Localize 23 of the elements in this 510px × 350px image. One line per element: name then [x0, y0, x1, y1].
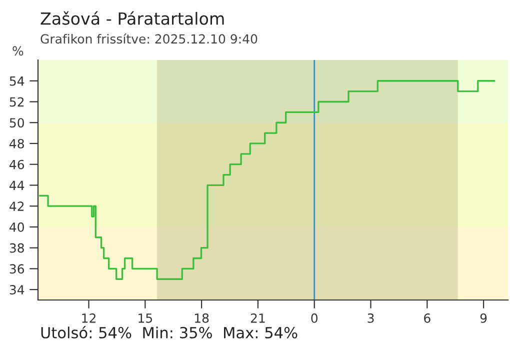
- y-tick-label: 36: [10, 264, 24, 274]
- y-tick-label: 46: [10, 160, 24, 170]
- y-tick-label: 42: [10, 202, 24, 211]
- text: Utolsó: 54% Min: 35% Max: 54%: [41, 326, 298, 338]
- chart-subtitle: Grafikon frissítve: 2025.12.10 9:40: [40, 33, 258, 44]
- y-tick-label: 54: [10, 76, 24, 86]
- x-tick-label: 15: [138, 314, 152, 323]
- y-tick-label: 48: [10, 138, 24, 148]
- y-tick-label: 44: [10, 180, 24, 190]
- x-tick-label: 21: [250, 313, 265, 323]
- y-axis-title: %: [12, 46, 24, 56]
- x-tick-label: 9: [480, 313, 487, 323]
- x-tick-label: 6: [424, 313, 430, 323]
- y-tick-label: 50: [10, 118, 24, 128]
- y-tick-label: 40: [10, 222, 24, 232]
- x-tick-label: 3: [368, 313, 374, 323]
- x-tick-label: 0: [311, 313, 318, 323]
- x-tick-label: 12: [82, 313, 96, 323]
- x-tick-label: 18: [194, 313, 209, 323]
- y-tick-label: 38: [10, 243, 24, 253]
- y-tick-label: 34: [10, 285, 24, 294]
- chart-title: Zašová - Páratartalom: [40, 11, 224, 25]
- y-tick-label: 52: [10, 97, 24, 107]
